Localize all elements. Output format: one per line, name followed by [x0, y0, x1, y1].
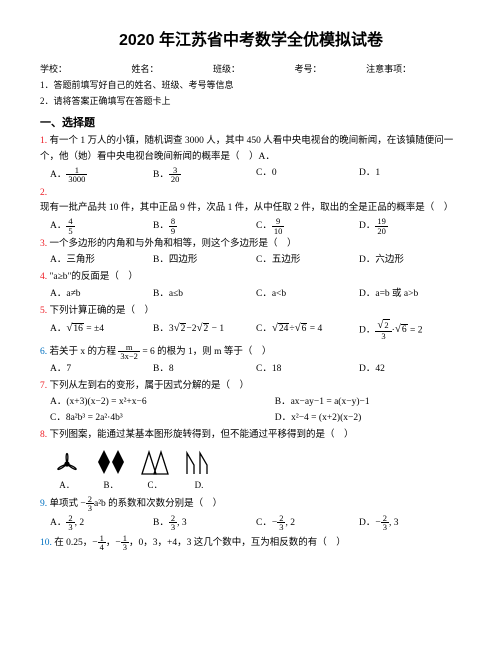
- school-label: 学校：: [40, 64, 67, 74]
- q1-text: 有一个 1 万人的小镇，随机调查 3000 人，其中 450 人看中央电视台的晚…: [40, 136, 453, 161]
- q9-text-b: a²b 的系数和次数分别是（ ）: [94, 499, 222, 509]
- q8-text: 下列图案，能通过某基本图形旋转得到，但不能通过平移得到的是（ ）: [50, 430, 354, 440]
- q9-C: C．−23, 2: [256, 514, 359, 532]
- q5-A: A．16 = ±4: [50, 320, 153, 341]
- q2-C: C．: [256, 221, 272, 231]
- q4-A: A．a≠b: [50, 287, 153, 302]
- q7-D: D．x²−4 = (x+2)(x−2): [275, 411, 462, 426]
- q3-text: 一个多边形的内角和与外角和相等，则这个多边形是（ ）: [50, 239, 297, 249]
- propeller-icon: [50, 447, 84, 477]
- q2-num: 2.: [40, 188, 47, 198]
- q10-text-a: 在 0.25，−: [54, 538, 97, 548]
- q5-B: B．32−22 − 1: [153, 320, 256, 341]
- q9-options: A．23, 2 B．23, 3 C．−23, 2 D．−23, 3: [50, 514, 462, 532]
- q8-num: 8.: [40, 430, 47, 440]
- q1-B: B．: [153, 170, 169, 180]
- q3-B: B．四边形: [153, 253, 256, 268]
- q4-text: "a≥b"的反面是（ ）: [50, 272, 138, 282]
- q6-text-a: 若关于 x 的方程: [50, 347, 117, 357]
- q1-options: A．13000 B．320 C．0 D．1: [50, 166, 462, 184]
- q7-text: 下列从左到右的变形，属于因式分解的是（ ）: [50, 381, 250, 391]
- q5-text: 下列计算正确的是（ ）: [50, 306, 155, 316]
- q6-A: A．7: [50, 362, 153, 377]
- question-3: 3. 一个多边形的内角和与外角和相等，则这个多边形是（ ）: [40, 237, 462, 252]
- q1-B-frac: 320: [169, 166, 182, 184]
- q2-A: A．: [50, 221, 66, 231]
- diamonds-icon: [94, 447, 128, 477]
- q8-fig-A: A．: [50, 447, 84, 492]
- q4-options: A．a≠b B．a≤b C．a<b D．a=b 或 a>b: [50, 287, 462, 302]
- triangles-icon: [138, 447, 172, 477]
- q5-C: C．24÷6 = 4: [256, 320, 359, 341]
- q6-num: 6.: [40, 347, 47, 357]
- q4-D: D．a=b 或 a>b: [359, 287, 462, 302]
- q3-C: C．五边形: [256, 253, 359, 268]
- q2-options: A．45 B．89 C．910 D．1920: [50, 217, 462, 235]
- q1-num: 1.: [40, 136, 47, 146]
- question-1: 1. 有一个 1 万人的小镇，随机调查 3000 人，其中 450 人看中央电视…: [40, 134, 462, 164]
- q7-B: B．ax−ay−1 = a(x−y)−1: [275, 395, 462, 410]
- q5-num: 5.: [40, 306, 47, 316]
- q8-fig-C: C．: [138, 447, 172, 492]
- question-8: 8. 下列图案，能通过某基本图形旋转得到，但不能通过平移得到的是（ ）: [40, 428, 462, 443]
- note-2: 2．请将答案正确填写在答题卡上: [40, 94, 462, 108]
- q2-B: B．: [153, 221, 169, 231]
- q1-C: C．0: [256, 166, 359, 184]
- q1-D: D．1: [359, 166, 462, 184]
- q9-text-a: 单项式 −: [50, 499, 86, 509]
- q9-num: 9.: [40, 499, 47, 509]
- section-1-title: 一、选择题: [40, 115, 462, 133]
- q9-A: A．23, 2: [50, 514, 153, 532]
- q7-num: 7.: [40, 381, 47, 391]
- q10-text-b: ，−: [106, 538, 121, 548]
- note-label: 注意事项：: [366, 64, 411, 74]
- class-label: 班级：: [213, 64, 240, 74]
- q4-num: 4.: [40, 272, 47, 282]
- q4-C: C．a<b: [256, 287, 359, 302]
- q6-frac: m3x−2: [118, 343, 140, 361]
- q6-B: B．8: [153, 362, 256, 377]
- q10-text-c: ，0，3，+4，3 这几个数中，互为相反数的有（ ）: [129, 538, 346, 548]
- page-title: 2020 年江苏省中考数学全优模拟试卷: [40, 28, 462, 54]
- number-label: 考号：: [295, 64, 322, 74]
- name-label: 姓名：: [132, 64, 159, 74]
- exam-page: 2020 年江苏省中考数学全优模拟试卷 学校： 姓名： 班级： 考号： 注意事项…: [0, 0, 502, 649]
- q7-C: C．8a²b³ = 2a²·4b³: [50, 411, 275, 426]
- question-10: 10. 在 0.25，−14，−13，0，3，+4，3 这几个数中，互为相反数的…: [40, 534, 462, 552]
- question-7: 7. 下列从左到右的变形，属于因式分解的是（ ）: [40, 379, 462, 394]
- q3-options: A．三角形 B．四边形 C．五边形 D．六边形: [50, 253, 462, 268]
- q7-A: A．(x+3)(x−2) = x²+x−6: [50, 395, 275, 410]
- q2-text: 现有一批产品共 10 件，其中正品 9 件，次品 1 件，从中任取 2 件，取出…: [40, 203, 453, 213]
- q7-options-2: C．8a²b³ = 2a²·4b³ D．x²−4 = (x+2)(x−2): [50, 411, 462, 426]
- q5-options: A．16 = ±4 B．32−22 − 1 C．24÷6 = 4 D．23·6 …: [50, 320, 462, 341]
- q8-fig-D: D.: [182, 447, 216, 492]
- q8-figures: A． B． C．: [50, 447, 462, 492]
- q9-B: B．23, 3: [153, 514, 256, 532]
- q8-fig-B: B．: [94, 447, 128, 492]
- question-9: 9. 单项式 −23a²b 的系数和次数分别是（ ）: [40, 495, 462, 513]
- q1-A-frac: 13000: [66, 166, 87, 184]
- q1-A: A．: [50, 170, 66, 180]
- q9-D: D．−23, 3: [359, 514, 462, 532]
- note-1: 1．答题前填写好自己的姓名、班级、考号等信息: [40, 78, 462, 92]
- q4-B: B．a≤b: [153, 287, 256, 302]
- q2-D: D．: [359, 221, 375, 231]
- question-2: 2. 现有一批产品共 10 件，其中正品 9 件，次品 1 件，从中任取 2 件…: [40, 186, 462, 216]
- question-4: 4. "a≥b"的反面是（ ）: [40, 270, 462, 285]
- q5-D: D．23·6 = 2: [359, 320, 462, 341]
- m-shape-icon: [182, 447, 216, 477]
- q3-D: D．六边形: [359, 253, 462, 268]
- q10-num: 10.: [40, 538, 52, 548]
- question-6: 6. 若关于 x 的方程 m3x−2 = 6 的根为 1，则 m 等于（ ）: [40, 343, 462, 361]
- q3-A: A．三角形: [50, 253, 153, 268]
- info-line: 学校： 姓名： 班级： 考号： 注意事项：: [40, 62, 462, 76]
- q6-D: D．42: [359, 362, 462, 377]
- q6-text-b: = 6 的根为 1，则 m 等于（ ）: [142, 347, 271, 357]
- q3-num: 3.: [40, 239, 47, 249]
- q6-C: C．18: [256, 362, 359, 377]
- question-5: 5. 下列计算正确的是（ ）: [40, 304, 462, 319]
- q7-options-1: A．(x+3)(x−2) = x²+x−6 B．ax−ay−1 = a(x−y)…: [50, 395, 462, 410]
- q6-options: A．7 B．8 C．18 D．42: [50, 362, 462, 377]
